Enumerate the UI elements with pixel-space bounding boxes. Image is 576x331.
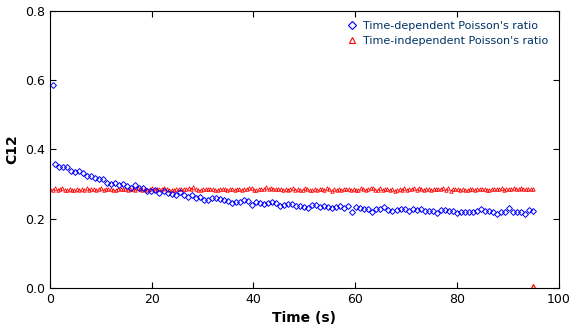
X-axis label: Time (s): Time (s)	[272, 311, 336, 325]
Legend: Time-dependent Poisson's ratio, Time-independent Poisson's ratio: Time-dependent Poisson's ratio, Time-ind…	[342, 16, 553, 51]
Y-axis label: C12: C12	[6, 134, 20, 164]
